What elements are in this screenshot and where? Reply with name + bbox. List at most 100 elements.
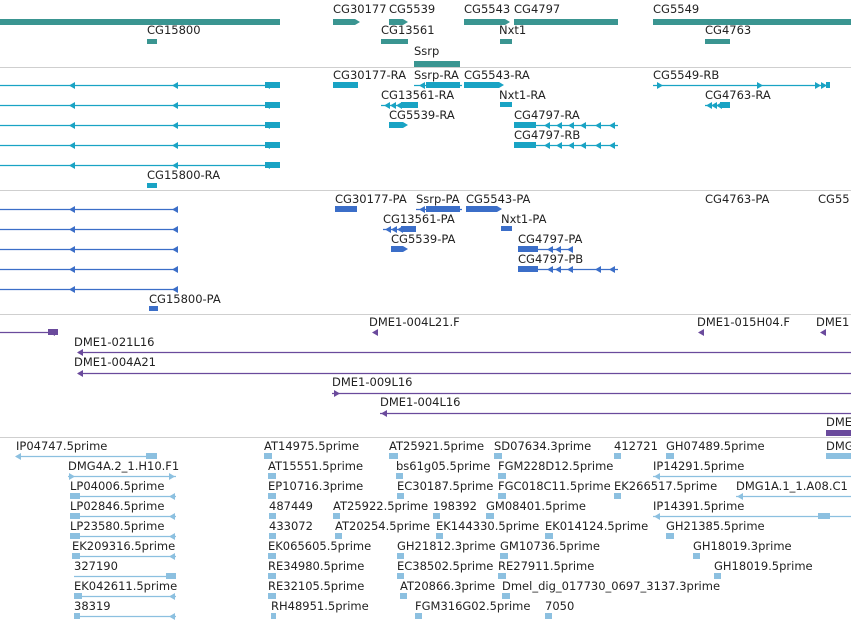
feature-g8[interactable]: Nxt1 — [499, 23, 526, 44]
feature-e32[interactable]: GM08401.5prime — [486, 499, 586, 519]
feature-m4[interactable] — [0, 142, 280, 149]
feature-m5[interactable] — [0, 162, 280, 169]
feature-e27[interactable]: AT20866.3prime — [400, 579, 495, 599]
feature-e25[interactable]: GH21812.3prime — [397, 539, 496, 559]
feature-e20[interactable]: bs61g05.5prime — [396, 459, 490, 479]
feature-e12[interactable]: EP10716.3prime — [268, 479, 363, 499]
feature-m9[interactable]: CG5543-RA — [464, 68, 530, 88]
feature-m8[interactable]: Ssrp-RA — [414, 68, 462, 89]
feature-e44[interactable]: GH21385.5prime — [666, 519, 765, 539]
feature-c9[interactable]: DME — [826, 415, 851, 436]
feature-e6[interactable]: EK209316.5prime — [72, 539, 176, 560]
feature-c1[interactable] — [0, 329, 58, 336]
feature-p12[interactable]: CG5539-PA — [391, 232, 456, 252]
feature-p9[interactable]: CG5543-PA — [466, 192, 531, 212]
feature-e16[interactable]: RE34980.5prime — [268, 559, 364, 579]
feature-m11[interactable]: Nxt1-RA — [499, 88, 546, 107]
feature-e22[interactable]: AT25922.5prime — [333, 499, 428, 519]
feature-p15[interactable]: CG4763-PA — [705, 192, 770, 206]
feature-e39[interactable]: 412721 — [614, 439, 658, 459]
feature-g5[interactable]: Ssrp — [414, 44, 460, 67]
feature-m16[interactable]: CG4763-RA — [705, 88, 771, 109]
feature-e3[interactable]: LP04006.5prime — [70, 479, 176, 500]
feature-p4[interactable] — [0, 266, 178, 273]
feature-m10[interactable]: CG13561-RA — [381, 88, 454, 109]
feature-m2[interactable] — [0, 102, 280, 109]
feature-e10[interactable]: AT14975.5prime — [264, 439, 359, 459]
feature-e30[interactable]: FGM228D12.5prime — [498, 459, 613, 479]
feature-e7[interactable]: 327190 — [74, 559, 176, 579]
feature-g7[interactable]: CG4797 — [514, 2, 618, 25]
feature-e33[interactable]: EK144330.5prime — [436, 519, 539, 539]
feature-m6[interactable]: CG15800-RA — [147, 168, 220, 188]
feature-c6[interactable]: DME1-004L21.F — [369, 315, 460, 336]
feature-p10[interactable]: CG13561-PA — [383, 212, 455, 233]
feature-p11[interactable]: Nxt1-PA — [501, 212, 547, 231]
feature-e26[interactable]: EC38502.5prime — [397, 559, 493, 579]
feature-c5[interactable]: DME1-004L16 — [380, 395, 851, 417]
feature-e41[interactable]: GH07489.5prime — [666, 439, 765, 459]
feature-m1[interactable] — [0, 82, 280, 89]
strand-left-arrow-icon — [384, 102, 390, 109]
feature-g9[interactable]: CG5549 — [653, 2, 851, 25]
feature-p16[interactable]: CG55 — [818, 192, 850, 206]
feature-e4[interactable]: LP02846.5prime — [70, 499, 176, 520]
feature-e24[interactable]: 198392 — [433, 499, 477, 519]
feature-g3[interactable]: CG5539 — [389, 2, 435, 25]
feature-e23[interactable]: AT20254.5prime — [335, 519, 430, 539]
feature-c3[interactable]: DME1-004A21 — [74, 355, 851, 377]
feature-m12[interactable]: CG5539-RA — [389, 108, 455, 128]
feature-e8[interactable]: EK042611.5prime — [74, 579, 177, 600]
feature-e34[interactable]: GM10736.5prime — [500, 539, 600, 559]
feature-e43[interactable]: IP14391.5prime — [653, 499, 851, 520]
feature-e2[interactable]: DMG4A.2_1.H10.F1 — [68, 459, 179, 480]
feature-e47[interactable]: DMG1A.1_1.A08.C1 — [736, 479, 851, 500]
feature-g6[interactable]: CG5543 — [464, 2, 510, 25]
feature-e38[interactable]: EK014124.5prime — [545, 519, 648, 539]
feature-m7[interactable]: CG30177-RA — [333, 68, 406, 88]
feature-e29[interactable]: SD07634.3prime — [494, 439, 591, 459]
feature-c7[interactable]: DME1-015H04.F — [697, 315, 790, 336]
feature-m14[interactable]: CG4797-RB — [514, 128, 618, 149]
feature-e11[interactable]: AT15551.5prime — [268, 459, 363, 479]
feature-c2[interactable]: DME1-021L16 — [74, 335, 851, 356]
feature-e19[interactable]: AT25921.5prime — [389, 439, 484, 459]
feature-m13[interactable]: CG4797-RA — [514, 108, 618, 129]
feature-p2[interactable] — [0, 226, 178, 233]
feature-p3[interactable] — [0, 246, 178, 253]
feature-p13[interactable]: CG4797-PA — [518, 232, 583, 253]
feature-e36[interactable]: Dmel_dig_017730_0697_3137.3prime — [502, 579, 720, 599]
feature-e48[interactable]: DMG — [826, 439, 851, 459]
feature-e42[interactable]: IP14291.5prime — [653, 459, 851, 480]
feature-e31[interactable]: FGC018C11.5prime — [498, 479, 611, 499]
feature-e13[interactable]: 487449 — [269, 499, 313, 519]
feature-g2[interactable]: CG30177 — [333, 2, 387, 25]
feature-p6[interactable]: CG15800-PA — [149, 292, 221, 311]
feature-e35[interactable]: RE27911.5prime — [498, 559, 594, 579]
feature-p1[interactable] — [0, 206, 178, 213]
feature-e46[interactable]: GH18019.5prime — [714, 559, 813, 579]
feature-e21[interactable]: EC30187.5prime — [397, 479, 493, 499]
feature-e5[interactable]: LP23580.5prime — [70, 519, 176, 540]
feature-e28[interactable]: FGM316G02.5prime — [415, 599, 530, 619]
feature-p8[interactable]: Ssrp-PA — [416, 192, 462, 213]
feature-m3[interactable] — [0, 122, 280, 129]
feature-p5[interactable] — [0, 286, 178, 293]
feature-e45[interactable]: GH18019.3prime — [693, 539, 792, 559]
feature-c4[interactable]: DME1-009L16 — [332, 375, 851, 397]
feature-p7[interactable]: CG30177-PA — [335, 192, 407, 212]
feature-e37[interactable]: 7050 — [545, 599, 574, 619]
feature-g4[interactable]: CG13561 — [381, 23, 435, 44]
feature-m15[interactable]: CG5549-RB — [653, 68, 830, 89]
feature-e17[interactable]: RE32105.5prime — [268, 579, 364, 599]
feature-e40[interactable]: EK266517.5prime — [614, 479, 717, 499]
feature-e1[interactable]: IP04747.5prime — [15, 439, 157, 460]
feature-e18[interactable]: RH48951.5prime — [271, 599, 369, 619]
feature-g1[interactable]: CG15800 — [0, 19, 280, 44]
feature-e9[interactable]: 38319 — [74, 599, 176, 620]
feature-e15[interactable]: EK065605.5prime — [268, 539, 371, 559]
feature-p14[interactable]: CG4797-PB — [518, 252, 618, 273]
feature-c8[interactable]: DME1 — [816, 315, 849, 336]
feature-e14[interactable]: 433072 — [269, 519, 313, 539]
feature-g10[interactable]: CG4763 — [705, 23, 751, 44]
